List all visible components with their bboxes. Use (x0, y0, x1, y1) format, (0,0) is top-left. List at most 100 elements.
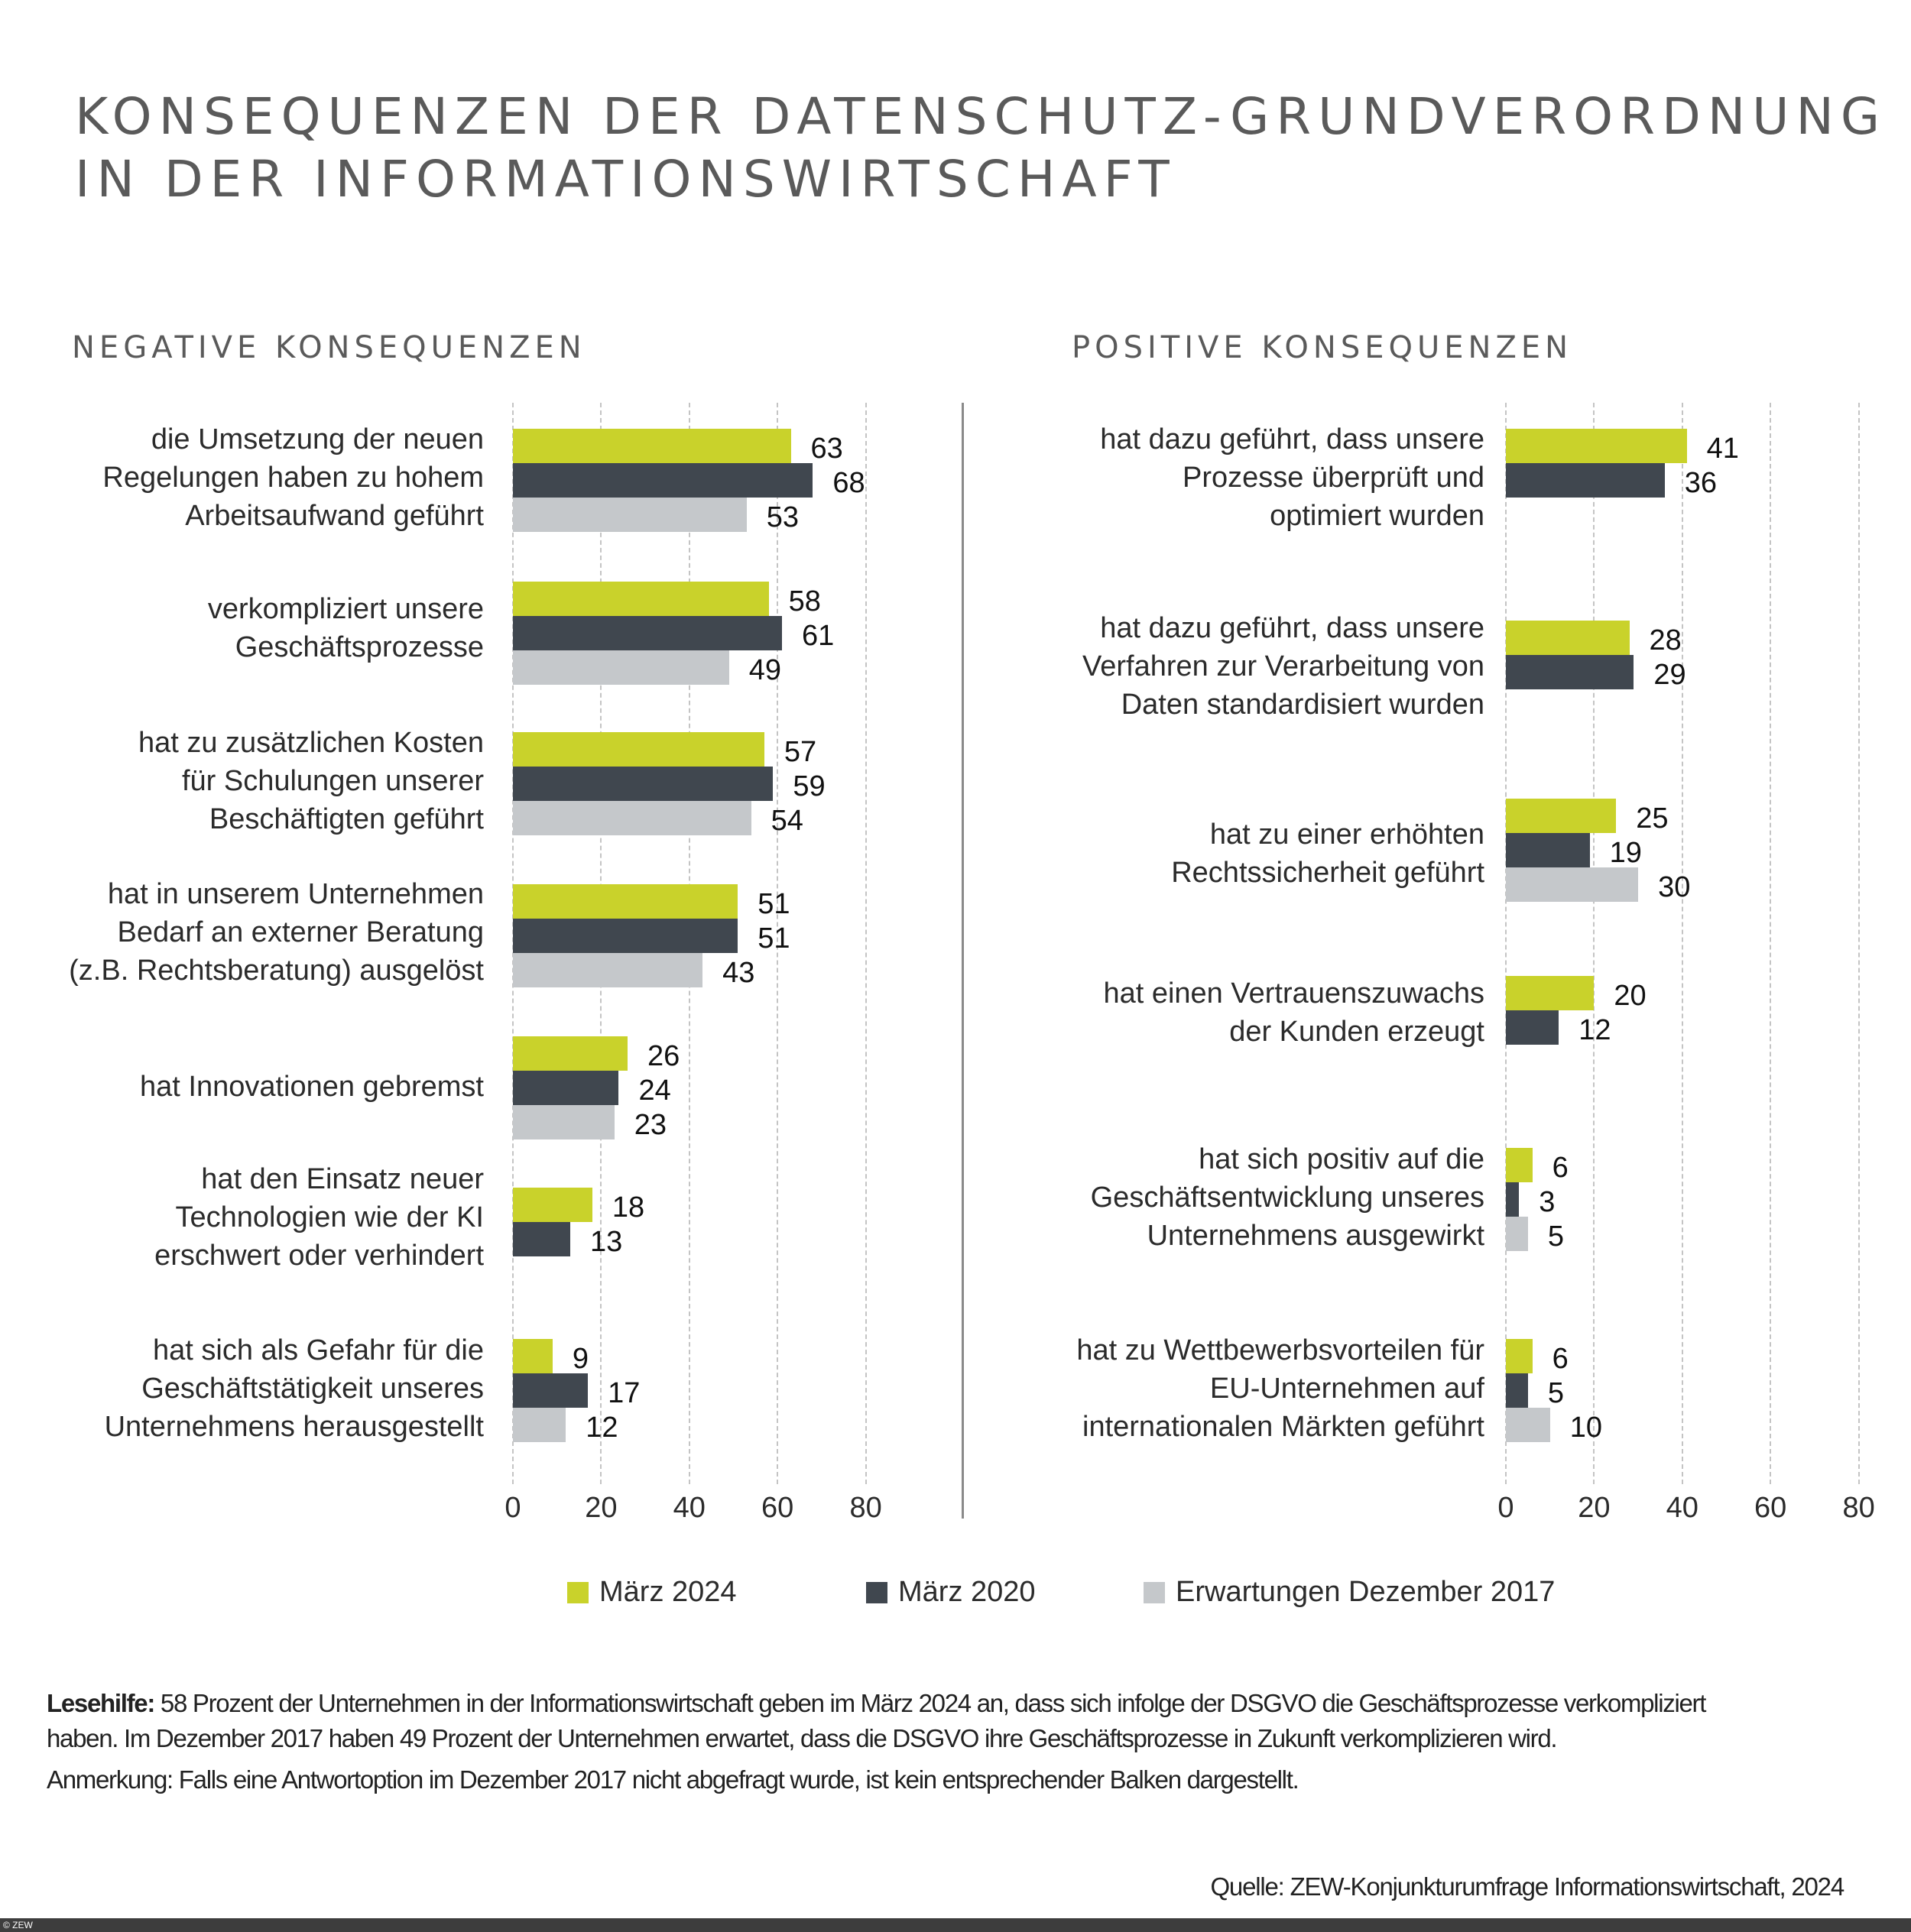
chart-title-line-1: KONSEQUENZEN DER DATENSCHUTZ-GRUNDVERORD… (75, 87, 1887, 146)
gridline (1681, 403, 1683, 1484)
category-label-line: Geschäftsentwicklung unseres (1090, 1182, 1484, 1214)
category-label-line: hat sich positiv auf die (1199, 1143, 1484, 1175)
category-label-line: Bedarf an externer Beratung (117, 916, 484, 948)
category-label: hat zu zusätzlichen Kosten für Schulungen… (138, 724, 484, 838)
value-label: 12 (586, 1412, 618, 1444)
copyright: © ZEW (3, 1920, 33, 1930)
value-label: 24 (638, 1075, 671, 1107)
bar-maerz-2024 (513, 884, 738, 919)
bar-maerz-2020 (513, 1373, 589, 1408)
bar-maerz-2024 (1506, 799, 1617, 833)
value-label: 17 (608, 1377, 641, 1409)
bar-maerz-2024 (513, 429, 791, 463)
bar-maerz-2024 (513, 582, 769, 616)
bar-maerz-2020 (1506, 1182, 1520, 1217)
lesehilfe-line-2: haben. Im Dezember 2017 haben 49 Prozent… (47, 1724, 1558, 1752)
x-tick-label: 60 (761, 1492, 794, 1524)
category-label-line: hat dazu geführt, dass unsere (1100, 423, 1484, 455)
category-label: hat sich positiv auf die Geschäftsentwick… (1091, 1140, 1484, 1255)
category-label: die Umsetzung der neuen Regelungen haben … (102, 420, 484, 535)
lesehilfe-label: Lesehilfe: (47, 1689, 155, 1717)
bar-maerz-2020 (513, 463, 813, 498)
category-label-line: Beschäftigten geführt (209, 803, 484, 835)
category-label-line: Regelungen haben zu hohem (102, 462, 484, 494)
category-label-line: der Kunden erzeugt (1229, 1016, 1484, 1048)
category-label: hat in unserem Unternehmen Bedarf an exte… (69, 875, 484, 990)
value-label: 59 (793, 770, 826, 802)
value-label: 13 (590, 1226, 623, 1258)
value-label: 28 (1649, 624, 1682, 656)
x-tick-label: 80 (849, 1492, 882, 1524)
panel-divider (962, 403, 964, 1519)
category-label-line: Rechtssicherheit geführt (1171, 857, 1484, 889)
bar-dezember-2017 (513, 1408, 566, 1442)
bar-maerz-2020 (513, 616, 782, 650)
x-tick-label: 40 (673, 1492, 706, 1524)
category-label-line: EU-Unternehmen auf (1209, 1373, 1484, 1405)
category-label: hat einen Vertrauenszuwachs der Kunden er… (1103, 974, 1484, 1051)
value-label: 53 (766, 501, 800, 533)
x-tick-label: 0 (505, 1492, 521, 1524)
category-label-line: Arbeitsaufwand geführt (185, 500, 484, 532)
bar-maerz-2024 (1506, 1148, 1533, 1182)
x-tick-label: 40 (1666, 1492, 1698, 1524)
category-label-line: Prozesse überprüft und (1182, 462, 1484, 494)
category-label-line: (z.B. Rechtsberatung) ausgelöst (69, 955, 484, 987)
category-label: hat dazu geführt, dass unsere Verfahren z… (1082, 609, 1484, 724)
value-label: 63 (810, 433, 843, 465)
category-label: hat zu einer erhöhten Rechtssicherheit ge… (1171, 815, 1484, 892)
category-label-line: für Schulungen unserer (181, 765, 484, 797)
value-label: 36 (1684, 467, 1717, 499)
bar-dezember-2017 (513, 801, 751, 835)
bar-maerz-2020 (513, 1071, 619, 1105)
lesehilfe-line-1: Lesehilfe: 58 Prozent der Unternehmen in… (47, 1689, 1706, 1718)
value-label: 6 (1552, 1152, 1569, 1184)
value-label: 19 (1609, 837, 1642, 869)
category-label-line: Geschäftstätigkeit unseres (141, 1373, 484, 1405)
chart-title-line-2: IN DER INFORMATIONSWIRTSCHAFT (75, 150, 1176, 209)
category-label-line: Geschäftsprozesse (235, 631, 484, 663)
value-label: 9 (572, 1343, 589, 1375)
value-label: 30 (1658, 871, 1691, 903)
category-label-line: hat den Einsatz neuer (201, 1163, 484, 1195)
bar-dezember-2017 (513, 650, 729, 685)
value-label: 5 (1547, 1220, 1564, 1253)
value-label: 54 (771, 805, 803, 837)
legend-swatch (1144, 1581, 1165, 1603)
bar-dezember-2017 (1506, 1217, 1528, 1251)
negative-section-title: NEGATIVE KONSEQUENZEN (72, 330, 586, 365)
bar-maerz-2024 (1506, 621, 1630, 655)
legend-item-dezember-2017: Erwartungen Dezember 2017 (1144, 1576, 1555, 1609)
category-label-line: hat zu Wettbewerbsvorteilen für (1076, 1334, 1484, 1366)
value-label: 49 (748, 654, 781, 686)
legend-item-maerz-2020: März 2020 (866, 1576, 1036, 1609)
chart-title: KONSEQUENZEN DER DATENSCHUTZ-GRUNDVERORD… (75, 86, 1887, 211)
legend-swatch (567, 1581, 589, 1603)
bar-maerz-2020 (1506, 833, 1590, 867)
bar-maerz-2024 (1506, 976, 1595, 1010)
legend-label: März 2020 (898, 1576, 1036, 1608)
category-label-line: Unternehmens ausgewirkt (1147, 1220, 1484, 1252)
bar-maerz-2024 (513, 732, 764, 767)
value-label: 3 (1539, 1186, 1556, 1218)
x-tick-label: 20 (1578, 1492, 1611, 1524)
value-label: 68 (832, 467, 865, 499)
value-label: 5 (1547, 1377, 1564, 1409)
value-label: 51 (758, 922, 790, 955)
bar-maerz-2024 (513, 1188, 592, 1222)
legend-item-maerz-2024: März 2024 (567, 1576, 737, 1609)
bar-maerz-2020 (1506, 1373, 1528, 1408)
value-label: 23 (634, 1109, 667, 1141)
bar-maerz-2020 (1506, 1010, 1559, 1045)
x-tick-label: 80 (1842, 1492, 1875, 1524)
bar-maerz-2024 (513, 1339, 553, 1373)
value-label: 51 (758, 888, 790, 920)
category-label-line: erschwert oder verhindert (154, 1240, 484, 1272)
bar-maerz-2020 (513, 919, 738, 953)
category-label-line: Daten standardisiert wurden (1121, 689, 1484, 721)
value-label: 6 (1552, 1343, 1569, 1375)
bar-dezember-2017 (513, 498, 747, 532)
category-label-line: verkompliziert unsere (207, 593, 484, 625)
x-tick-label: 20 (585, 1492, 618, 1524)
bar-dezember-2017 (513, 953, 703, 987)
